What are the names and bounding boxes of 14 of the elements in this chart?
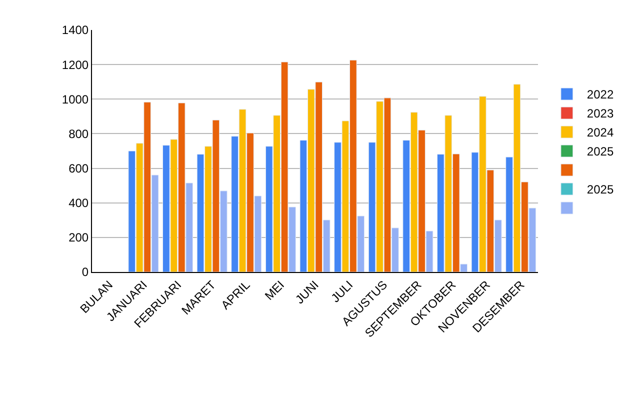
legend-label: 2025 [586, 182, 614, 197]
legend-label: 2023 [586, 106, 614, 121]
y-tick-label: 0 [82, 265, 89, 280]
legend-label: 2025 [586, 144, 614, 159]
y-tick-label: 1400 [62, 23, 89, 38]
y-tick-label: 600 [68, 161, 89, 176]
x-tick-label: MEI [262, 278, 288, 303]
legend-label: 2022 [586, 88, 614, 102]
y-tick-label: 1200 [62, 58, 89, 72]
legend-label: 2024 [586, 126, 614, 140]
y-tick-label: 1000 [62, 92, 89, 106]
y-tick-label: 800 [68, 126, 89, 141]
y-tick-label: 400 [68, 196, 89, 210]
y-tick-label: 200 [68, 230, 89, 245]
